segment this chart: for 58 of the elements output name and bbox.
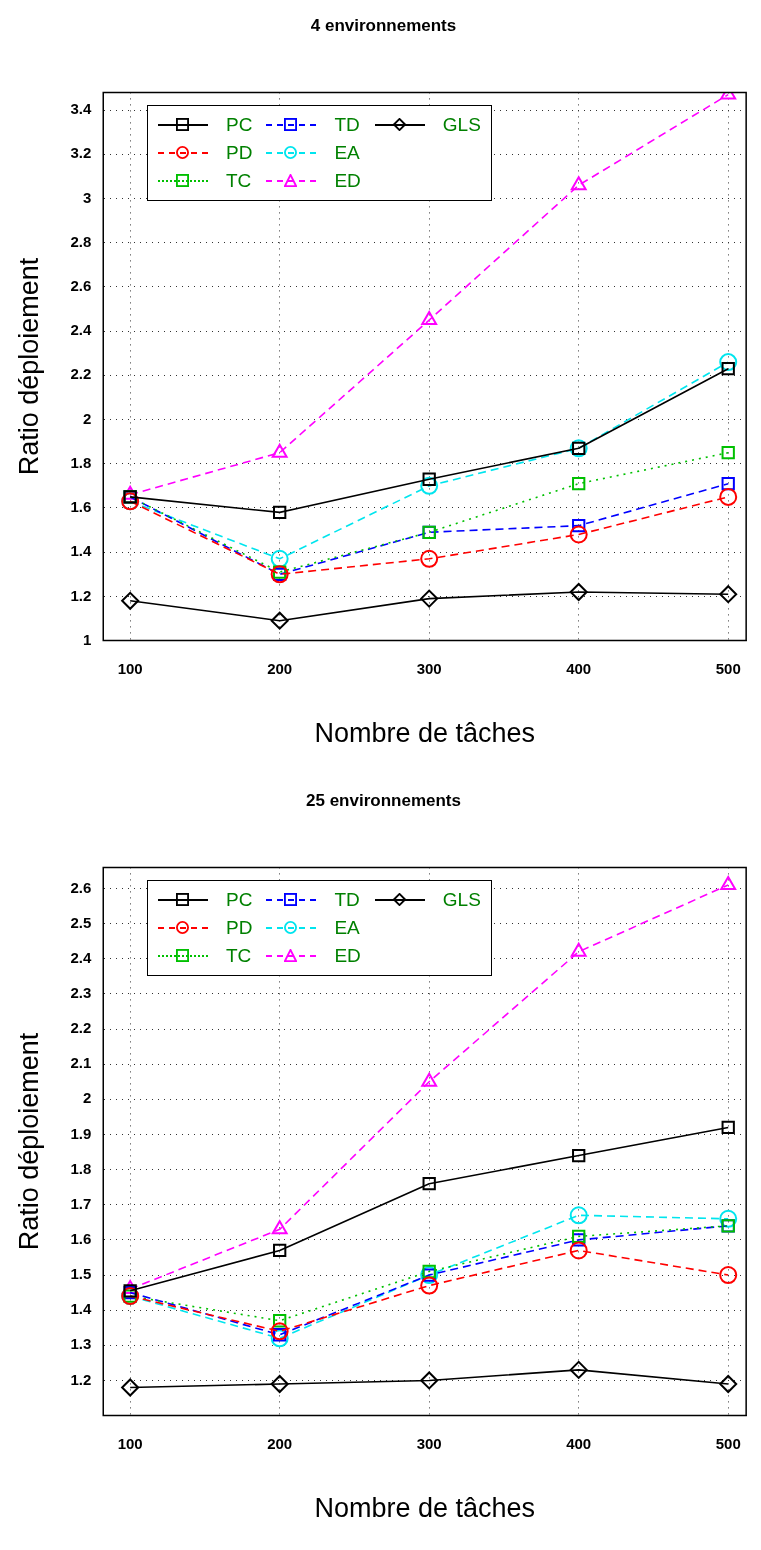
legend-label: ED — [334, 170, 361, 192]
y-tick-label: 1.8 — [70, 453, 92, 471]
y-tick-label: 2.1 — [70, 1054, 92, 1072]
x-axis-title: Nombre de tâches — [314, 1493, 536, 1524]
y-tick-label: 2 — [82, 409, 92, 427]
y-tick-label: 1.5 — [70, 1265, 92, 1283]
y-tick-label: 2.8 — [70, 232, 92, 250]
legend-label: GLS — [442, 889, 481, 911]
y-axis-title: Ratio déploiement — [13, 1032, 44, 1251]
x-tick-label: 500 — [715, 659, 741, 677]
y-tick-label: 3.4 — [70, 100, 92, 118]
y-tick-label: 2.4 — [70, 948, 92, 966]
legend-label: EA — [334, 917, 360, 939]
x-axis-title: Nombre de tâches — [314, 718, 536, 749]
y-tick-label: 2.3 — [70, 984, 92, 1002]
y-tick-label: 1.4 — [70, 542, 92, 560]
x-tick-label: 300 — [416, 1434, 442, 1452]
legend-label: GLS — [442, 114, 481, 136]
legend-label: PD — [226, 142, 253, 164]
y-tick-label: 3.2 — [70, 144, 92, 162]
y-tick-label: 1 — [82, 630, 92, 648]
x-tick-label: 100 — [117, 659, 143, 677]
y-tick-label: 2 — [82, 1089, 92, 1107]
legend-label: PC — [226, 889, 253, 911]
y-tick-label: 1.8 — [70, 1159, 92, 1177]
x-tick-label: 200 — [267, 1434, 293, 1452]
legend-label: ED — [334, 945, 361, 967]
x-tick-label: 200 — [267, 659, 293, 677]
y-tick-label: 1.4 — [70, 1300, 92, 1318]
y-tick-label: 1.6 — [70, 1230, 92, 1248]
y-tick-label: 2.4 — [70, 321, 92, 339]
y-tick-label: 2.5 — [70, 913, 92, 931]
legend-label: TD — [334, 114, 360, 136]
y-tick-label: 1.9 — [70, 1124, 92, 1142]
y-tick-label: 2.6 — [70, 277, 92, 295]
legend-label: EA — [334, 142, 360, 164]
legend-label: TD — [334, 889, 360, 911]
y-axis-title: Ratio déploiement — [13, 257, 44, 476]
y-tick-label: 1.2 — [70, 1370, 92, 1388]
x-tick-label: 500 — [715, 1434, 741, 1452]
chart-title: 25 environnements — [306, 790, 461, 810]
legend-label: TC — [226, 170, 252, 192]
x-tick-label: 400 — [566, 659, 592, 677]
y-tick-label: 1.6 — [70, 498, 92, 516]
y-tick-label: 2.2 — [70, 1019, 92, 1037]
y-tick-label: 3 — [82, 188, 92, 206]
legend-label: PD — [226, 917, 253, 939]
y-tick-label: 1.7 — [70, 1194, 92, 1212]
legend-label: TC — [226, 945, 252, 967]
y-tick-label: 2.2 — [70, 365, 92, 383]
y-tick-label: 2.6 — [70, 878, 92, 896]
legend-label: PC — [226, 114, 253, 136]
y-tick-label: 1.3 — [70, 1335, 92, 1353]
x-tick-label: 300 — [416, 659, 442, 677]
x-tick-label: 400 — [566, 1434, 592, 1452]
y-tick-label: 1.2 — [70, 586, 92, 604]
chart-title: 4 environnements — [310, 15, 457, 35]
x-tick-label: 100 — [117, 1434, 143, 1452]
